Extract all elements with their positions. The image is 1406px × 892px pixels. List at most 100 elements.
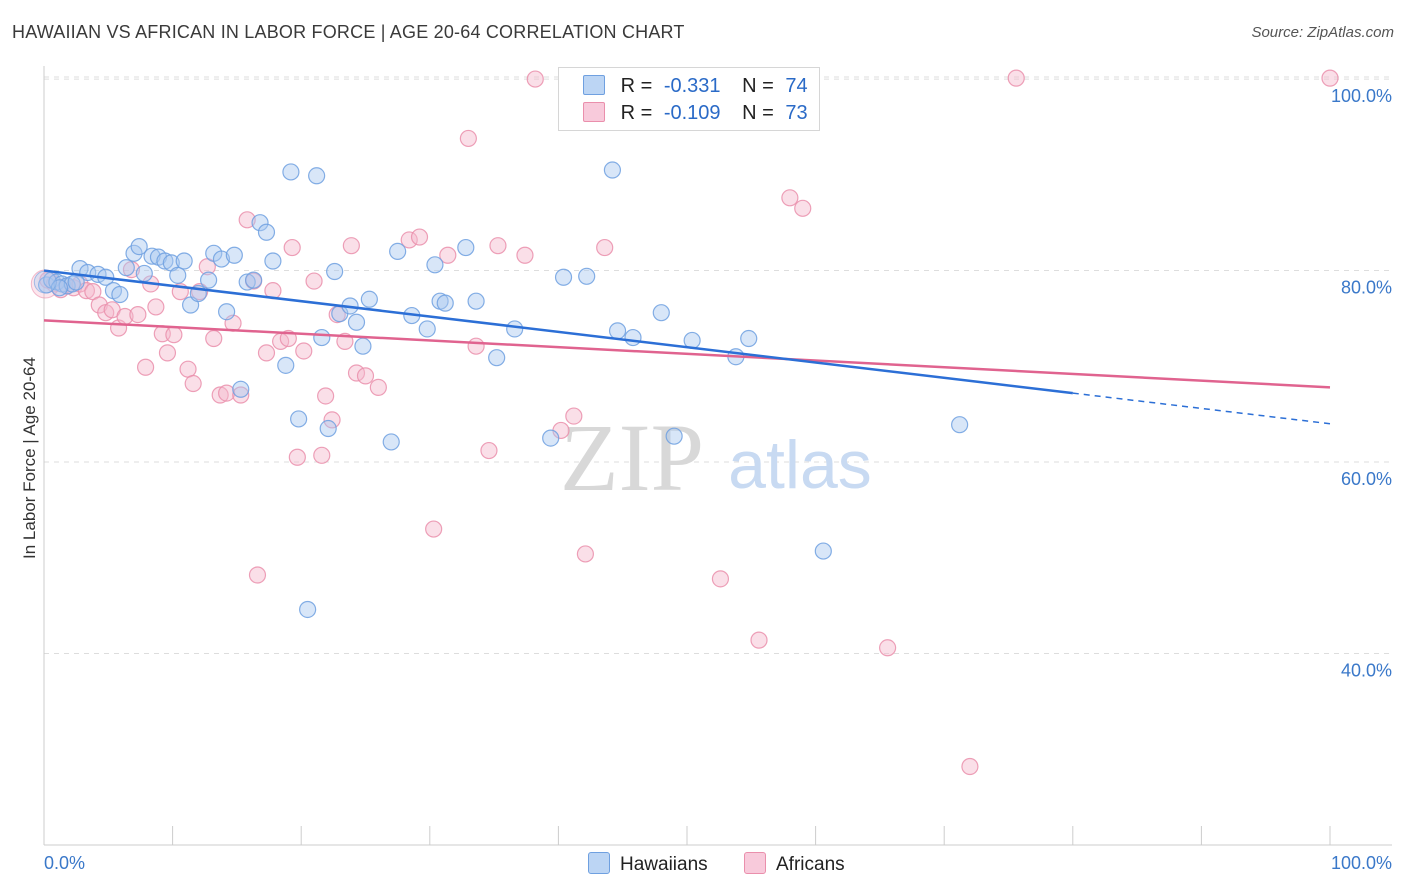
x-tick-label-right: 100.0%: [1331, 853, 1392, 873]
african-point: [238, 211, 256, 229]
african-point: [248, 566, 267, 584]
hawaiian-point: [282, 163, 300, 181]
african-point: [879, 639, 897, 657]
african-point: [158, 344, 177, 362]
legend-r-label: R =: [620, 75, 653, 97]
hawaiian-point: [71, 260, 89, 278]
legend-row-africans: R = -0.109 N = 73: [583, 102, 808, 125]
bottom-legend-hawaiians: Hawaiians: [588, 852, 708, 876]
hawaiian-point: [135, 264, 153, 283]
african-point: [165, 326, 183, 344]
african-point: [781, 189, 799, 207]
african-point: [295, 342, 313, 360]
african-point: [147, 298, 165, 316]
african-point: [1321, 69, 1339, 87]
grid-lines: [44, 76, 1392, 655]
hawaiian-point: [814, 542, 832, 560]
hawaiian-point: [111, 285, 129, 304]
legend-r-value: -0.109: [663, 102, 721, 124]
hawaiian-point: [67, 273, 85, 291]
african-point: [184, 374, 202, 393]
hawaiian-point: [652, 304, 670, 322]
african-point: [205, 329, 223, 348]
african-point: [232, 386, 250, 404]
african-point: [317, 387, 335, 405]
hawaiian-point: [238, 273, 256, 291]
stats-legend: R = -0.331 N = 74 R = -0.109 N = 73: [558, 67, 820, 131]
hawaiian-point: [200, 271, 218, 289]
hawaiian-point: [251, 214, 269, 232]
african-point: [305, 272, 323, 290]
african-point: [400, 231, 418, 249]
african-point: [136, 358, 155, 376]
hawaiian-point: [326, 262, 344, 281]
african-point: [750, 631, 768, 649]
hawaiian-point: [156, 252, 174, 270]
african-point: [526, 70, 544, 88]
african-point: [342, 237, 360, 255]
bottom-legend-label: Africans: [776, 854, 845, 875]
legend-r-label: R =: [620, 102, 653, 124]
african-point: [129, 305, 147, 324]
african-point: [283, 238, 301, 257]
african-point: [211, 386, 229, 404]
african-point: [288, 448, 306, 466]
african-point: [1007, 69, 1025, 87]
hawaiian-point: [360, 290, 378, 308]
tick-labels: 100.0% 80.0% 60.0% 40.0% 0.0% 100.0%: [44, 86, 1392, 873]
hawaiian-point: [319, 419, 337, 438]
hawaiian-point: [299, 600, 317, 619]
watermark: ZIP atlas: [560, 404, 872, 511]
african-point: [218, 384, 236, 402]
african-point: [480, 441, 498, 460]
hawaiian-point: [232, 380, 250, 398]
hawaiian-point: [117, 259, 135, 277]
african-point: [596, 238, 614, 257]
hawaiian-point: [212, 250, 231, 268]
hawaiian-point: [740, 329, 758, 348]
hawaiian-point: [488, 349, 506, 367]
african-point: [313, 446, 331, 464]
y-tick-label: 80.0%: [1341, 278, 1392, 298]
hawaiian-point: [951, 416, 969, 434]
african-point: [489, 237, 507, 255]
african-point: [257, 344, 276, 362]
watermark-zip: ZIP: [560, 404, 704, 511]
y-tick-label: 100.0%: [1331, 86, 1392, 106]
african-point: [459, 129, 477, 148]
bottom-legend-africans: Africans: [744, 852, 845, 876]
hawaiian-point: [389, 242, 407, 261]
hawaiian-point: [578, 267, 596, 285]
hawaiian-point: [264, 252, 282, 270]
legend-n-label: N =: [742, 75, 774, 97]
african-point: [410, 228, 429, 246]
hawaiian-point-cluster: [33, 270, 57, 294]
hawaiian-point: [426, 256, 444, 274]
hawaiian-point: [257, 223, 276, 241]
y-tick-label: 60.0%: [1341, 469, 1392, 489]
hawaiian-point: [130, 238, 148, 256]
hawaiian-point: [554, 268, 573, 286]
african-point: [369, 378, 387, 396]
african-point: [425, 520, 443, 538]
hawaiian-point: [457, 238, 475, 257]
legend-n-value: 74: [785, 75, 808, 97]
hawaiian-point: [169, 266, 187, 284]
hawaiians-points: [33, 161, 969, 619]
african-point: [467, 337, 485, 355]
african-point: [961, 757, 979, 776]
hawaiian-point: [143, 247, 161, 265]
bottom-legend-label: Hawaiians: [620, 854, 708, 875]
trend-lines: [43, 269, 1331, 425]
african-point: [711, 570, 730, 588]
legend-n-value: 73: [785, 102, 808, 124]
hawaiian-point: [665, 427, 683, 445]
hawaiian-point: [608, 322, 627, 340]
legend-r-value: -0.331: [663, 75, 721, 97]
hawaiian-point: [436, 294, 454, 312]
y-tick-label: 40.0%: [1341, 661, 1392, 681]
hawaiian-point: [418, 320, 436, 338]
african-point: [356, 367, 375, 385]
axes: [43, 66, 1392, 846]
